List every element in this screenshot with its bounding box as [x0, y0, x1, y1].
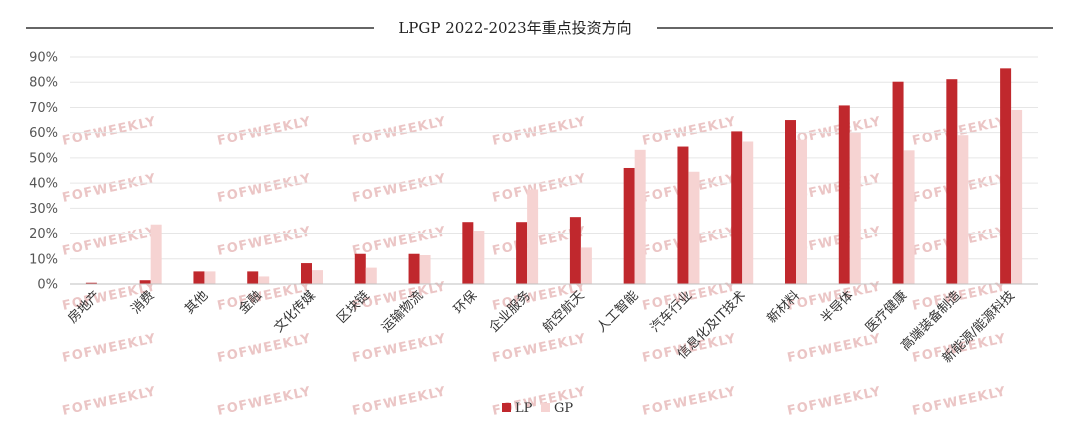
- watermark-text: FOFWEEKLY: [216, 171, 313, 206]
- watermark-text: FOFWEEKLY: [641, 114, 738, 149]
- watermark-text: FOFWEEKLY: [786, 331, 883, 366]
- bar-lp: [516, 222, 528, 284]
- bar-gp: [957, 135, 969, 284]
- bar-lp: [892, 81, 904, 285]
- bar-gp: [1011, 109, 1023, 284]
- bar-lp: [731, 131, 743, 284]
- y-tick-label: 0%: [37, 278, 58, 293]
- watermark-text: FOFWEEKLY: [351, 224, 448, 259]
- y-axis: 0% 10% 20% 30% 40% 50% 60% 70% 80% 90%: [29, 51, 58, 293]
- watermark-text: FOFWEEKLY: [216, 331, 313, 366]
- bar-lp: [139, 280, 151, 284]
- watermark-text: FOFWEEKLY: [61, 114, 158, 149]
- bar-lp: [677, 146, 689, 284]
- watermark-text: FOFWEEKLY: [911, 384, 1008, 419]
- bar-gp: [473, 231, 485, 284]
- bar-gp: [312, 270, 323, 284]
- watermark-text: FOFWEEKLY: [61, 171, 158, 206]
- bar-lp: [623, 167, 635, 284]
- x-tick-label: 人工智能: [594, 288, 641, 335]
- watermark-text: FOFWEEKLY: [351, 114, 448, 149]
- y-tick-label: 20%: [29, 227, 58, 242]
- bar-gp: [365, 267, 377, 284]
- watermark-text: FOFWEEKLY: [491, 171, 588, 206]
- bars: [85, 68, 1023, 285]
- bar-gp: [527, 189, 539, 284]
- bar-gp: [849, 132, 861, 284]
- bar-gp: [204, 271, 216, 284]
- watermark-text: FOFWEEKLY: [61, 331, 158, 366]
- bar-lp: [301, 263, 312, 284]
- watermark-text: FOFWEEKLY: [641, 384, 738, 419]
- y-tick-label: 50%: [29, 151, 58, 166]
- watermark-text: FOFWEEKLY: [351, 171, 448, 206]
- x-tick-label: 其他: [182, 288, 211, 317]
- watermark-text: FOFWEEKLY: [61, 384, 158, 419]
- legend-gp-swatch: [541, 403, 550, 412]
- y-tick-label: 70%: [29, 101, 58, 116]
- bar-lp: [785, 120, 796, 284]
- bar-gp: [796, 139, 807, 284]
- bar-lp: [193, 271, 205, 284]
- bar-gp: [688, 171, 700, 284]
- bar-gp: [903, 150, 915, 284]
- watermark-text: FOFWEEKLY: [351, 384, 448, 419]
- bar-gp: [742, 141, 754, 284]
- watermark-text: FOFWEEKLY: [216, 224, 313, 259]
- y-tick-label: 90%: [29, 51, 58, 66]
- bar-lp: [85, 282, 97, 284]
- bar-lp: [1000, 68, 1012, 284]
- watermark-text: FOFWEEKLY: [216, 114, 313, 149]
- x-tick-label: 环保: [451, 288, 480, 317]
- legend-lp-label: LP: [515, 401, 533, 416]
- watermark-text: FOFWEEKLY: [491, 114, 588, 149]
- bar-lp: [247, 271, 259, 284]
- gridlines: [70, 56, 1038, 260]
- bar-lp: [354, 253, 366, 284]
- watermark-text: FOFWEEKLY: [491, 331, 588, 366]
- bar-gp: [258, 276, 270, 284]
- bar-lp: [569, 217, 581, 284]
- watermark-text: FOFWEEKLY: [351, 331, 448, 366]
- legend: LP GP: [502, 401, 573, 416]
- bar-lp: [462, 222, 474, 284]
- y-tick-label: 10%: [29, 252, 58, 267]
- bar-gp: [419, 254, 431, 284]
- watermark-text: FOFWEEKLY: [61, 224, 158, 259]
- legend-lp-swatch: [502, 403, 511, 412]
- watermark-text: FOFWEEKLY: [216, 384, 313, 419]
- legend-gp-label: GP: [554, 401, 573, 416]
- y-tick-label: 80%: [29, 76, 58, 91]
- bar-lp: [946, 79, 958, 284]
- chart-title: LPGP 2022-2023年重点投资方向: [398, 19, 631, 37]
- bar-lp: [408, 253, 420, 284]
- bar-gp: [150, 224, 162, 284]
- bar-gp: [580, 247, 592, 284]
- bar-gp: [634, 149, 646, 284]
- watermark-text: FOFWEEKLY: [786, 384, 883, 419]
- bar-lp: [838, 105, 850, 284]
- y-tick-label: 30%: [29, 202, 58, 217]
- y-tick-label: 40%: [29, 177, 58, 192]
- y-tick-label: 60%: [29, 126, 58, 141]
